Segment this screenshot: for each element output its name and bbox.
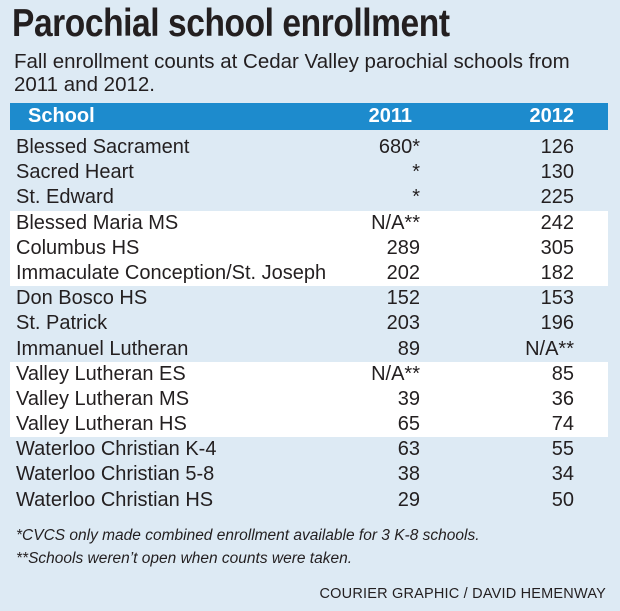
cell-2012: 130: [540, 161, 574, 184]
table-row: Waterloo Christian K-4 63 55: [10, 437, 608, 462]
cell-school: Waterloo Christian HS: [16, 488, 214, 511]
cell-2012: 153: [540, 287, 574, 310]
cell-2012: 242: [540, 211, 574, 234]
cell-school: St. Patrick: [16, 312, 108, 335]
cell-school: St. Edward: [16, 186, 114, 209]
table-row: Waterloo Christian HS 29 50: [10, 488, 608, 513]
table-row: Valley Lutheran HS 65 74: [10, 412, 608, 438]
cell-2011: 202: [386, 261, 420, 284]
column-header-2011: 2011: [368, 105, 412, 127]
cell-2012: 225: [540, 186, 574, 209]
cell-school: Blessed Maria MS: [16, 211, 179, 234]
table-row: St. Edward * 225: [10, 185, 608, 210]
cell-2012: 55: [551, 438, 574, 461]
cell-2012: 196: [540, 312, 574, 335]
cell-school: Blessed Sacrament: [16, 136, 190, 158]
cell-school: Valley Lutheran ES: [16, 362, 186, 385]
chart-title: Parochial school enrollment: [12, 2, 450, 45]
cell-2011: 89: [397, 337, 420, 360]
cell-2012: 305: [540, 236, 574, 259]
cell-school: Columbus HS: [16, 236, 140, 259]
table-body: Blessed Sacrament 680* 126 Sacred Heart * 130…: [10, 135, 608, 513]
cell-2011: N/A**: [371, 362, 420, 385]
table-row: Blessed Sacrament 680* 126: [10, 135, 608, 160]
cell-2012: N/A**: [525, 337, 574, 360]
table-row: Waterloo Christian 5-8 38 34: [10, 462, 608, 487]
cell-2012: 85: [551, 362, 574, 385]
cell-2012: 126: [540, 136, 574, 158]
cell-2012: 50: [551, 488, 574, 511]
cell-school: Waterloo Christian K-4: [16, 438, 217, 461]
cell-2011: 65: [397, 413, 420, 436]
table-row: St. Patrick 203 196: [10, 311, 608, 336]
cell-2011: 38: [397, 463, 420, 486]
table-row: Valley Lutheran MS 39 36: [10, 386, 608, 413]
cell-school: Sacred Heart: [16, 161, 134, 184]
cell-2011: 29: [397, 488, 420, 511]
footnotes: *CVCS only made combined enrollment avai…: [16, 524, 616, 570]
cell-school: Valley Lutheran HS: [16, 413, 187, 436]
table-header: School 2011 2012: [10, 103, 608, 130]
cell-2011: *: [412, 161, 420, 184]
cell-2011: 39: [397, 387, 420, 410]
table-row: Immaculate Conception/St. Joseph 202 182: [10, 260, 608, 287]
cell-school: Don Bosco HS: [16, 287, 148, 310]
cell-2011: 152: [386, 287, 420, 310]
column-header-2012: 2012: [529, 105, 575, 127]
footnote-double-asterisk: **Schools weren’t open when counts were …: [16, 550, 353, 567]
cell-2012: 74: [551, 413, 574, 436]
column-header-school: School: [28, 105, 95, 127]
cell-2011: 680*: [378, 136, 420, 158]
graphic-credit: COURIER GRAPHIC / DAVID HEMENWAY: [319, 586, 606, 602]
cell-school: Valley Lutheran MS: [16, 387, 190, 410]
table-row: Sacred Heart * 130: [10, 160, 608, 185]
table-row: Immanuel Lutheran 89 N/A**: [10, 337, 608, 362]
table-row: Blessed Maria MS N/A** 242: [10, 210, 608, 236]
cell-2011: 203: [386, 312, 420, 335]
cell-school: Immanuel Lutheran: [16, 337, 189, 360]
cell-2011: *: [412, 186, 420, 209]
chart-subtitle: Fall enrollment counts at Cedar Valley p…: [14, 50, 570, 96]
table-row: Valley Lutheran ES N/A** 85: [10, 361, 608, 387]
cell-2011: 63: [397, 438, 420, 461]
cell-2011: 289: [386, 236, 420, 259]
cell-school: Waterloo Christian 5-8: [16, 463, 215, 486]
cell-2012: 182: [540, 261, 574, 284]
cell-school: Immaculate Conception/St. Joseph: [16, 261, 327, 284]
cell-2012: 34: [551, 463, 574, 486]
cell-2011: N/A**: [371, 211, 420, 234]
cell-2012: 36: [551, 387, 574, 410]
table-row: Columbus HS 289 305: [10, 235, 608, 261]
table-row: Don Bosco HS 152 153: [10, 286, 608, 311]
footnote-single-asterisk: *CVCS only made combined enrollment avai…: [16, 527, 480, 544]
